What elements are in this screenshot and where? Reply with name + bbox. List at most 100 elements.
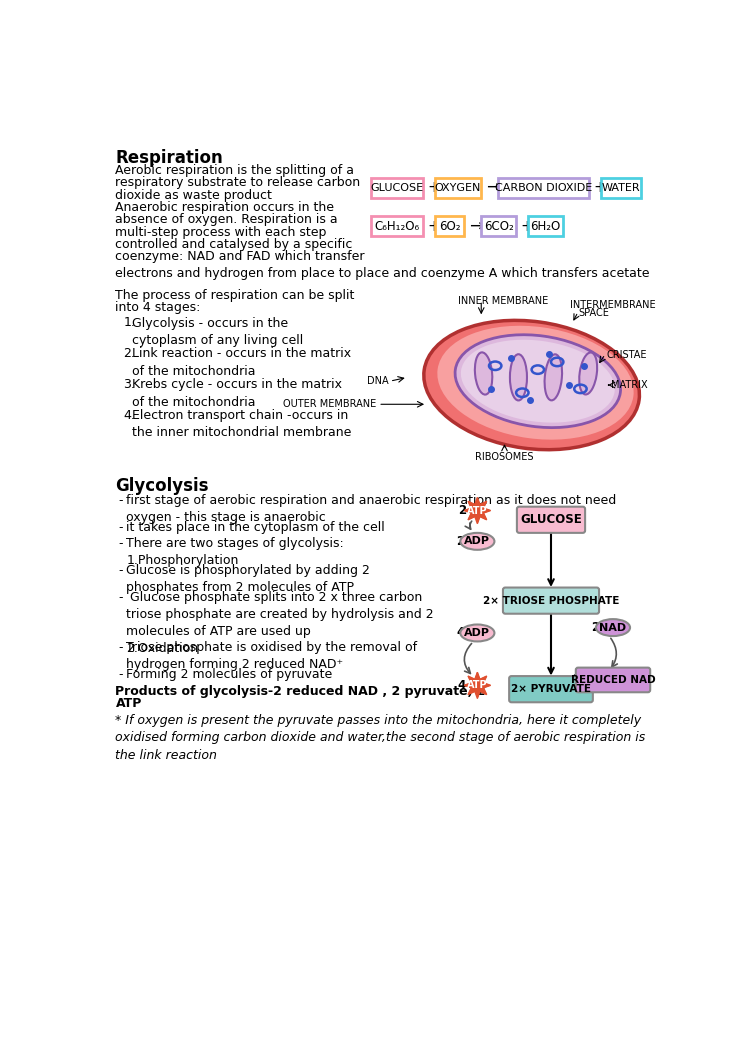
Text: first stage of aerobic respiration and anaerobic respiration as it does not need: first stage of aerobic respiration and a… [126, 495, 616, 524]
Text: absence of oxygen. Respiration is a: absence of oxygen. Respiration is a [116, 213, 338, 227]
Ellipse shape [455, 335, 620, 428]
Text: +: + [427, 180, 440, 196]
Text: CRISTAE: CRISTAE [607, 351, 647, 360]
Ellipse shape [510, 354, 527, 400]
FancyBboxPatch shape [498, 178, 589, 198]
FancyBboxPatch shape [517, 506, 585, 533]
Text: GLUCOSE: GLUCOSE [520, 514, 582, 526]
Text: it takes place in the cytoplasm of the cell: it takes place in the cytoplasm of the c… [126, 521, 385, 535]
FancyBboxPatch shape [371, 178, 423, 198]
FancyBboxPatch shape [435, 216, 464, 236]
Polygon shape [464, 672, 490, 699]
Text: 4: 4 [456, 627, 464, 640]
Text: Link reaction - occurs in the matrix
of the mitochondria: Link reaction - occurs in the matrix of … [133, 347, 352, 378]
Ellipse shape [579, 353, 597, 395]
Text: +: + [593, 180, 606, 196]
Text: ADP: ADP [464, 628, 490, 638]
Text: +: + [520, 219, 533, 234]
Text: -: - [118, 563, 123, 577]
Text: electrons and hydrogen from place to place and coenzyme A which transfers acetat: electrons and hydrogen from place to pla… [116, 267, 650, 281]
Text: Glycolysis - occurs in the
cytoplasm of any living cell: Glycolysis - occurs in the cytoplasm of … [133, 317, 304, 347]
Text: Glycolysis: Glycolysis [116, 478, 209, 496]
Text: 6O₂: 6O₂ [439, 220, 460, 233]
Text: SPACE: SPACE [578, 308, 609, 318]
Ellipse shape [460, 625, 494, 642]
FancyBboxPatch shape [509, 676, 592, 702]
Text: respiratory substrate to release carbon: respiratory substrate to release carbon [116, 177, 361, 190]
Text: →: → [469, 217, 483, 235]
Text: 2: 2 [456, 535, 464, 548]
Text: -: - [118, 495, 123, 507]
Text: CARBON DIOXIDE: CARBON DIOXIDE [495, 183, 592, 193]
Text: DNA: DNA [367, 376, 388, 387]
Ellipse shape [424, 321, 640, 450]
Ellipse shape [544, 355, 562, 400]
Text: Electron transport chain -occurs in
the inner mitochondrial membrane: Electron transport chain -occurs in the … [133, 409, 352, 439]
Text: 2.: 2. [123, 347, 135, 360]
Text: Respiration: Respiration [116, 148, 224, 166]
Text: ATP: ATP [467, 680, 488, 690]
Text: RIBOSOMES: RIBOSOMES [476, 452, 534, 462]
FancyBboxPatch shape [576, 667, 650, 693]
FancyBboxPatch shape [528, 216, 563, 236]
Text: -: - [118, 537, 123, 550]
Text: 2× PYRUVATE: 2× PYRUVATE [511, 684, 591, 695]
Ellipse shape [460, 340, 615, 423]
Ellipse shape [596, 620, 630, 636]
Text: Anaerobic respiration occurs in the: Anaerobic respiration occurs in the [116, 201, 334, 214]
Text: 4: 4 [458, 679, 466, 692]
Text: OUTER MEMBRANE: OUTER MEMBRANE [284, 399, 376, 409]
Text: 6H₂O: 6H₂O [530, 220, 561, 233]
Text: Triose phosphate is oxidised by the removal of
hydrogen forming 2 reduced NAD⁺: Triose phosphate is oxidised by the remo… [126, 641, 418, 670]
FancyBboxPatch shape [503, 588, 599, 614]
Text: There are two stages of glycolysis:
1.Phosphorylation: There are two stages of glycolysis: 1.Ph… [126, 537, 344, 567]
FancyBboxPatch shape [371, 216, 423, 236]
Text: GLUCOSE: GLUCOSE [370, 183, 424, 193]
Text: controlled and catalysed by a specific: controlled and catalysed by a specific [116, 238, 352, 251]
Text: -: - [118, 521, 123, 535]
Text: 3.: 3. [123, 378, 135, 391]
Text: 4.: 4. [123, 409, 135, 421]
Text: 6CO₂: 6CO₂ [484, 220, 514, 233]
Text: INTERMEMBRANE: INTERMEMBRANE [570, 301, 656, 310]
Text: MATRIX: MATRIX [611, 380, 648, 390]
Polygon shape [464, 498, 490, 523]
Text: The process of respiration can be split: The process of respiration can be split [116, 289, 355, 302]
Text: ATP: ATP [467, 505, 488, 516]
Text: Krebs cycle - occurs in the matrix
of the mitochondria: Krebs cycle - occurs in the matrix of th… [133, 378, 343, 409]
FancyBboxPatch shape [482, 216, 516, 236]
Text: REDUCED NAD: REDUCED NAD [571, 675, 656, 685]
Text: into 4 stages:: into 4 stages: [116, 301, 201, 315]
FancyBboxPatch shape [435, 178, 481, 198]
Text: NAD: NAD [599, 623, 626, 632]
Text: WATER: WATER [602, 183, 640, 193]
Text: 1.: 1. [123, 317, 135, 329]
Ellipse shape [475, 353, 492, 395]
Ellipse shape [460, 533, 494, 550]
Text: 2: 2 [572, 674, 580, 686]
Text: multi-step process with each step: multi-step process with each step [116, 226, 327, 238]
Text: ADP: ADP [464, 536, 490, 546]
Text: Glucose is phosphorylated by adding 2
phosphates from 2 molecules of ATP: Glucose is phosphorylated by adding 2 ph… [126, 563, 370, 594]
Text: Aerobic respiration is the splitting of a: Aerobic respiration is the splitting of … [116, 164, 355, 177]
Text: →: → [485, 179, 500, 197]
Text: -: - [118, 641, 123, 653]
Text: ATP: ATP [116, 697, 142, 710]
Text: dioxide as waste product: dioxide as waste product [116, 189, 272, 201]
Text: 2: 2 [458, 504, 466, 517]
FancyBboxPatch shape [601, 178, 641, 198]
Text: Glucose phosphate splits into 2 x three carbon
triose phosphate are created by h: Glucose phosphate splits into 2 x three … [126, 591, 434, 654]
Text: C₆H₁₂O₆: C₆H₁₂O₆ [374, 220, 419, 233]
Text: +: + [427, 219, 440, 234]
Text: 2: 2 [591, 621, 599, 634]
Text: 2× TRIOSE PHOSPHATE: 2× TRIOSE PHOSPHATE [483, 595, 620, 606]
Text: OXYGEN: OXYGEN [435, 183, 482, 193]
Text: * If oxygen is present the pyruvate passes into the mitochondria, here it comple: * If oxygen is present the pyruvate pass… [116, 714, 646, 761]
Text: -: - [118, 667, 123, 681]
Text: Forming 2 molecules of pyruvate: Forming 2 molecules of pyruvate [126, 667, 332, 681]
Text: Products of glycolysis-2 reduced NAD , 2 pyruvate, 2: Products of glycolysis-2 reduced NAD , 2… [116, 685, 486, 698]
Ellipse shape [437, 326, 634, 439]
Text: -: - [118, 591, 123, 604]
Text: coenzyme: NAD and FAD which transfer: coenzyme: NAD and FAD which transfer [116, 250, 365, 264]
Text: INNER MEMBRANE: INNER MEMBRANE [458, 297, 548, 306]
